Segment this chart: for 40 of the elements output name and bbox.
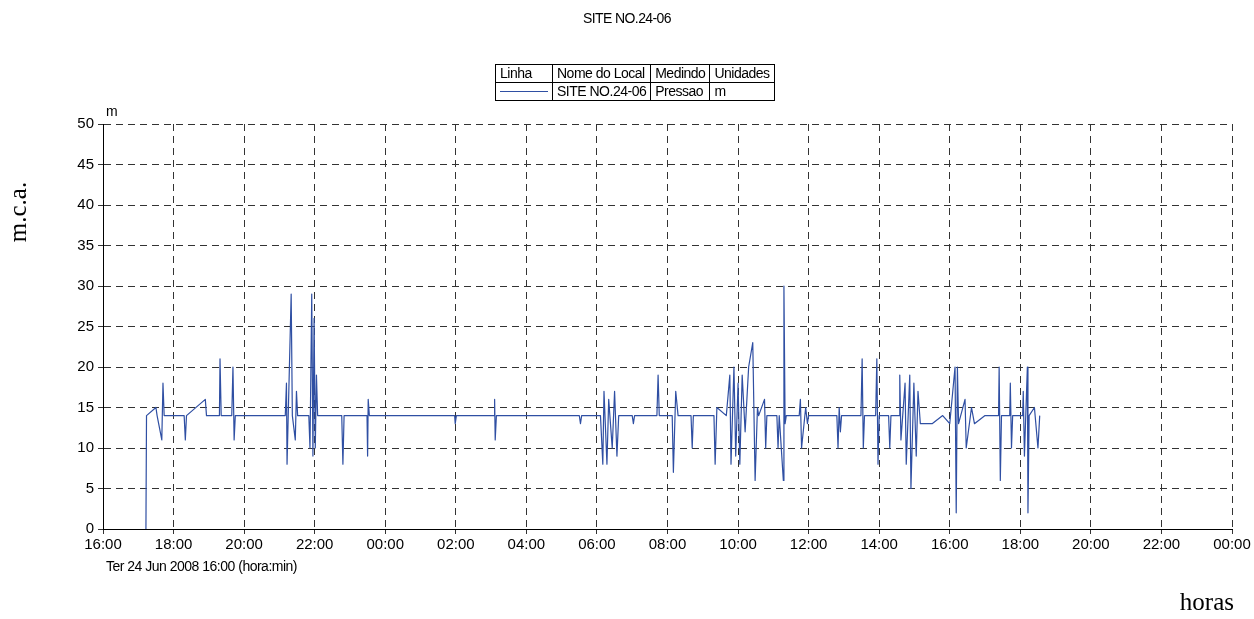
y-tick-label: 5 (85, 478, 94, 496)
x-tick-label: 00:00 (366, 535, 405, 553)
x-tick-label: 10:00 (719, 535, 757, 553)
text: Ter 24 Jun 2008 16:00 (hora:min) (106, 558, 298, 574)
chart-title: SITE NO.24-06 (582, 10, 672, 26)
x-tick-label: 12:00 (789, 535, 828, 553)
x-axis-title: horas (1179, 588, 1234, 616)
y-tick-label: 20 (77, 357, 94, 375)
y-tick-label: 45 (77, 154, 94, 172)
y-tick-label: 30 (77, 276, 94, 294)
y-tick-label: 35 (77, 235, 94, 253)
x-tick-label: 22:00 (295, 535, 334, 553)
x-tick-label: 02:00 (437, 535, 475, 553)
y-tick-label: 40 (77, 195, 94, 213)
x-tick-label: 06:00 (578, 535, 616, 553)
y-axis-title: m.c.a. (4, 181, 33, 243)
y-tick-label: 50 (77, 114, 94, 132)
text: m (709, 82, 775, 101)
x-tick-label: 20:00 (1072, 535, 1110, 553)
x-tick-label: 18:00 (1001, 535, 1040, 553)
text: Nome do Local (552, 64, 651, 83)
x-tick-label: 22:00 (1142, 535, 1181, 553)
x-tick-label: 16:00 (930, 535, 969, 553)
x-tick-label: 00:00 (1213, 535, 1251, 553)
x-tick-label: 14:00 (860, 535, 898, 553)
legend-label: SITE NO.24-06 (552, 82, 651, 101)
x-tick-label: 16:00 (84, 535, 122, 553)
x-tick-label: 08:00 (648, 535, 687, 553)
y-tick-label: 25 (77, 316, 94, 334)
x-tick-label: 20:00 (225, 535, 263, 553)
x-tick-label: 18:00 (154, 535, 193, 553)
x-tick-label: 04:00 (507, 535, 546, 553)
y-tick-label: 15 (77, 397, 94, 415)
text: Unidades (709, 64, 775, 83)
text: m (106, 103, 118, 119)
y-tick-label: 0 (85, 519, 94, 537)
text: Pressao (650, 82, 710, 101)
text: Linha (495, 64, 553, 83)
text: Medindo (650, 64, 710, 83)
y-tick-label: 10 (77, 438, 94, 456)
